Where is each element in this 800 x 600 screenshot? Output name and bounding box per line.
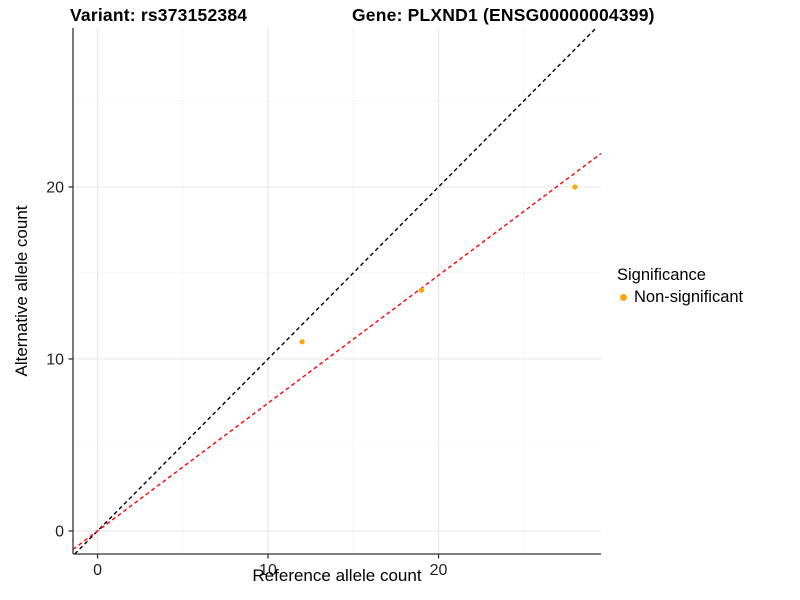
y-axis-title: Alternative allele count bbox=[12, 205, 31, 377]
x-axis-title: Reference allele count bbox=[252, 566, 422, 585]
gene-title: Gene: PLXND1 (ENSG00000004399) bbox=[352, 5, 655, 25]
x-tick-label: 20 bbox=[430, 562, 448, 579]
fit-line bbox=[72, 152, 602, 550]
identity-line bbox=[74, 27, 597, 555]
data-point bbox=[418, 287, 425, 293]
legend-item-label: Non-significant bbox=[634, 288, 744, 306]
data-point bbox=[572, 184, 578, 190]
legend-item: Non-significant bbox=[617, 288, 743, 307]
circle-icon bbox=[620, 294, 627, 301]
data-point bbox=[299, 339, 305, 345]
legend-title: Significance bbox=[617, 266, 706, 284]
legend: Significance Non-significant bbox=[617, 266, 743, 307]
y-tick-label: 20 bbox=[46, 179, 64, 196]
x-tick-label: 0 bbox=[93, 562, 102, 579]
y-tick-label: 10 bbox=[46, 351, 64, 368]
variant-title: Variant: rs373152384 bbox=[70, 5, 248, 25]
x-tick-label: 10 bbox=[259, 562, 277, 579]
y-tick-label: 0 bbox=[55, 523, 64, 540]
